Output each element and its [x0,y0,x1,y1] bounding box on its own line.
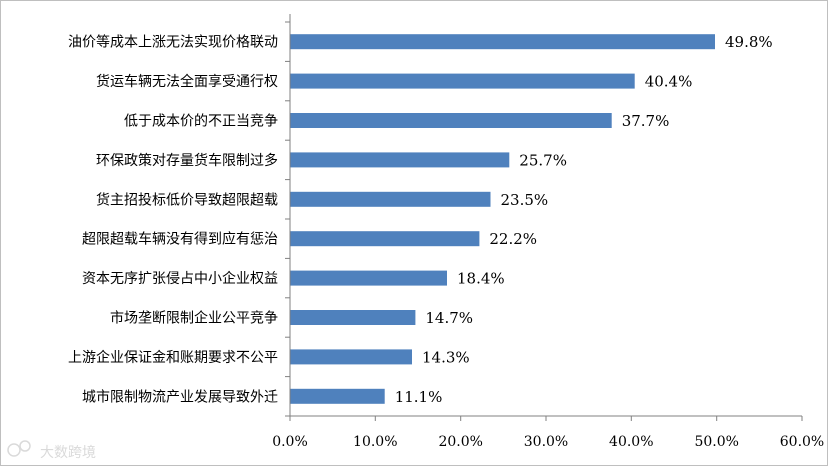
data-label: 14.3% [422,348,470,366]
bar [290,34,715,50]
x-tick-label: 20.0% [438,434,482,450]
x-tick-label: 50.0% [694,434,738,450]
bar [290,349,412,365]
x-tick-label: 60.0% [780,434,824,450]
bars-group [290,34,715,404]
data-label: 49.8% [725,33,773,51]
x-tick-label: 30.0% [524,434,568,450]
category-label: 低于成本价的不正当竞争 [124,113,278,130]
bar [290,113,612,128]
data-label: 25.7% [519,151,567,169]
category-label: 环保政策对存量货车限制过多 [96,152,278,169]
data-label: 23.5% [501,191,549,209]
data-label: 18.4% [457,270,505,288]
bar [290,191,491,207]
category-labels-group: 油价等成本上涨无法实现价格联动货运车辆无法全面享受通行权低于成本价的不正当竞争环… [68,34,278,406]
x-tick-label: 10.0% [353,434,397,450]
data-label: 37.7% [622,112,670,130]
bar [290,388,385,404]
category-label: 货运车辆无法全面享受通行权 [96,73,278,90]
x-tick-label: 40.0% [609,434,653,450]
category-label: 市场垄断限制企业公平竞争 [110,310,278,327]
data-label: 40.4% [645,73,693,91]
value-labels-group: 49.8% 40.4% 37.7% 25.7% 23.5% 22.2% 18.4% 14.7%… [395,33,773,406]
x-tick-label: 0.0% [272,434,308,450]
data-label: 11.1% [395,388,443,406]
bar [290,231,480,247]
axis-group [285,14,803,421]
watermark: 大数跨境 [7,440,96,461]
bar [290,73,635,89]
watermark-text: 大数跨境 [40,445,96,461]
bar [290,270,447,286]
category-label: 超限超载车辆没有得到应有惩治 [82,231,278,248]
logo-icon [7,440,31,457]
bar [290,310,416,325]
category-label: 城市限制物流产业发展导致外迁 [82,388,278,405]
category-label: 货主招投标低价导致超限超载 [96,191,278,208]
data-label: 14.7% [425,309,473,327]
data-label: 22.2% [489,230,537,248]
bar [290,152,510,168]
tick-labels-group: 0.0% 10.0% 20.0% 30.0% 40.0% 50.0% 60.0% [272,434,824,450]
category-label: 油价等成本上涨无法实现价格联动 [68,34,278,51]
category-label: 上游企业保证金和账期要求不公平 [68,349,278,366]
category-label: 资本无序扩张侵占中小企业权益 [82,270,278,287]
